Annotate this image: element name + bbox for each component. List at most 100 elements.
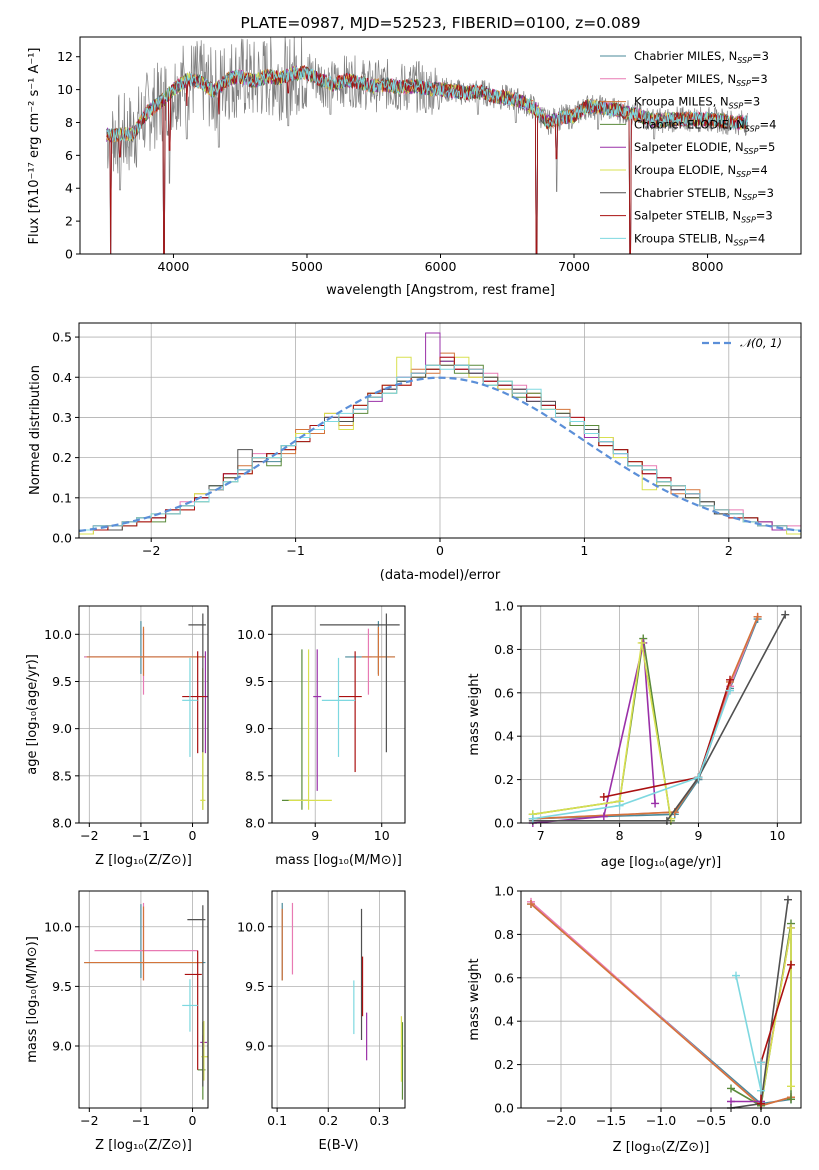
legend-count: =4 xyxy=(760,117,777,131)
legend-entry: Chabrier MILES, NSSP=3 xyxy=(634,49,769,65)
y-tick-label: 0.4 xyxy=(494,1014,514,1029)
legend-count: =3 xyxy=(757,186,774,200)
legend-count: =4 xyxy=(748,231,765,245)
y-axis-label: Flux [fλ10⁻¹⁷ erg cm⁻² s⁻¹ A⁻¹] xyxy=(27,48,42,245)
y-tick-label: 9.0 xyxy=(245,721,265,736)
legend-entry: Salpeter MILES, NSSP=3 xyxy=(634,72,768,88)
y-tick-label: 0.2 xyxy=(52,450,72,465)
y-tick-label: 0.2 xyxy=(494,1057,514,1072)
weight-series-line xyxy=(532,690,731,820)
x-tick-label: 0.2 xyxy=(318,1113,338,1128)
x-tick-label: 9 xyxy=(694,828,702,843)
weight-series-line xyxy=(735,975,762,1091)
x-tick-label: 5000 xyxy=(291,259,323,274)
weight-marker xyxy=(757,1058,765,1067)
legend-entry: Kroupa MILES, NSSP=3 xyxy=(634,95,760,111)
y-tick-label: 8.0 xyxy=(52,816,72,831)
legend-entry: Kroupa STELIB, NSSP=4 xyxy=(634,231,765,247)
y-tick-label: 9.5 xyxy=(52,979,72,994)
x-axis-label: mass [log₁₀(M/M⊙)] xyxy=(275,853,402,868)
legend-entry: Kroupa ELODIE, NSSP=4 xyxy=(634,163,768,179)
y-tick-label: 0.8 xyxy=(494,927,514,942)
legend-label: 𝒩(0, 1) xyxy=(740,336,782,350)
y-tick-label: 6 xyxy=(65,148,73,163)
y-tick-label: 0.4 xyxy=(52,370,72,385)
axes-frame xyxy=(78,322,802,539)
x-tick-label: 8 xyxy=(616,828,624,843)
y-tick-label: 0.2 xyxy=(494,772,514,787)
x-tick-label: 7 xyxy=(537,828,545,843)
legend-label: Kroupa STELIB, N xyxy=(634,231,734,245)
weight-marker xyxy=(753,612,762,621)
x-tick-label: 0 xyxy=(189,1113,197,1128)
x-tick-label: 7000 xyxy=(558,259,590,274)
x-axis-label: E(B-V) xyxy=(318,1138,358,1153)
histogram-series xyxy=(79,364,801,538)
legend-label: Salpeter MILES, N xyxy=(634,72,736,86)
x-tick-label: 0.1 xyxy=(267,1113,287,1128)
weight-marker xyxy=(651,799,660,808)
y-tick-label: 1.0 xyxy=(494,599,514,614)
weight-marker xyxy=(726,686,735,695)
legend-subscript: SSP xyxy=(736,170,751,179)
x-axis-label: (data-model)/error xyxy=(380,568,501,583)
weight-marker xyxy=(787,923,795,932)
age-vs-mass-panel: 9 10 8.0 8.5 9.0 9.5 10.0 mass [log₁₀(M/M⊙)] xyxy=(237,605,406,868)
y-tick-label: 0 xyxy=(65,247,73,262)
weight-marker xyxy=(637,638,646,647)
x-axis-label: Z [log₁₀(Z/Z⊙)] xyxy=(95,853,192,868)
x-tick-label: 9 xyxy=(311,828,319,843)
mass-vs-EBV-panel: 0.1 0.2 0.3 9.0 9.5 10.0 E(B-V) xyxy=(237,890,406,1153)
x-tick-label: −0.5 xyxy=(696,1113,726,1128)
mass-vs-Z-panel: −2 −1 0 9.0 9.5 10.0 Z [log₁₀(Z/Z⊙)] mass [log₁… xyxy=(25,890,209,1153)
y-tick-label: 0.3 xyxy=(52,410,72,425)
model-spectrum-line xyxy=(106,65,748,254)
weight-marker xyxy=(787,1095,795,1104)
weight-marker xyxy=(781,610,790,619)
x-axis-label: age [log₁₀(age/yr)] xyxy=(601,855,722,870)
y-axis-label: age [log₁₀(age/yr)] xyxy=(25,654,40,775)
legend-subscript: SSP xyxy=(734,238,749,247)
legend-label: Salpeter ELODIE, N xyxy=(634,140,744,154)
weight-marker xyxy=(784,895,792,904)
legend-subscript: SSP xyxy=(729,102,744,111)
x-tick-label: −1 xyxy=(286,543,304,558)
y-tick-label: 12 xyxy=(57,49,73,64)
legend-subscript: SSP xyxy=(741,216,756,225)
weight-series-line xyxy=(532,642,672,819)
y-tick-label: 8 xyxy=(65,115,73,130)
weight-marker xyxy=(599,792,608,801)
x-tick-label: 1 xyxy=(580,543,588,558)
legend-subscript: SSP xyxy=(744,147,759,156)
x-axis-label: Z [log₁₀(Z/Z⊙)] xyxy=(95,1138,192,1153)
x-tick-label: −1.5 xyxy=(596,1113,626,1128)
legend-count: =5 xyxy=(758,140,775,154)
y-tick-label: 0.4 xyxy=(494,729,514,744)
y-tick-label: 0.8 xyxy=(494,642,514,657)
weight-vs-Z-panel: −2.0 −1.5 −1.0 −0.5 0.0 0.0 0.2 0.4 0.6 0.8 1.0 Z [… xyxy=(467,884,802,1155)
y-tick-label: 9.0 xyxy=(52,1039,72,1054)
age-vs-Z-panel: −2 −1 0 8.0 8.5 9.0 9.5 10.0 Z [log₁₀(Z/Z⊙)] age … xyxy=(25,605,209,868)
axes-frame xyxy=(520,890,802,1109)
weight-series-line xyxy=(532,642,656,823)
legend-count: =3 xyxy=(752,49,769,63)
x-tick-label: 10 xyxy=(769,828,785,843)
weight-marker xyxy=(732,971,740,980)
x-tick-label: −1 xyxy=(132,828,150,843)
y-tick-label: 9.5 xyxy=(52,674,72,689)
weight-marker xyxy=(787,960,795,969)
gaussian-curve xyxy=(79,376,801,533)
x-tick-label: 0 xyxy=(189,828,197,843)
legend-count: =3 xyxy=(751,72,768,86)
y-tick-label: 9.5 xyxy=(245,674,265,689)
legend-label: Salpeter STELIB, N xyxy=(634,209,741,223)
y-tick-label: 10.0 xyxy=(237,919,265,934)
y-axis-label: mass [log₁₀(M/M⊙)] xyxy=(25,936,40,1063)
y-tick-label: 10 xyxy=(57,82,73,97)
legend-subscript: SSP xyxy=(742,193,757,202)
legend-label: Chabrier STELIB, N xyxy=(634,186,742,200)
y-axis-label: mass weight xyxy=(467,673,482,755)
legend-entry: Chabrier STELIB, NSSP=3 xyxy=(634,186,774,202)
weight-series-line xyxy=(532,614,786,822)
